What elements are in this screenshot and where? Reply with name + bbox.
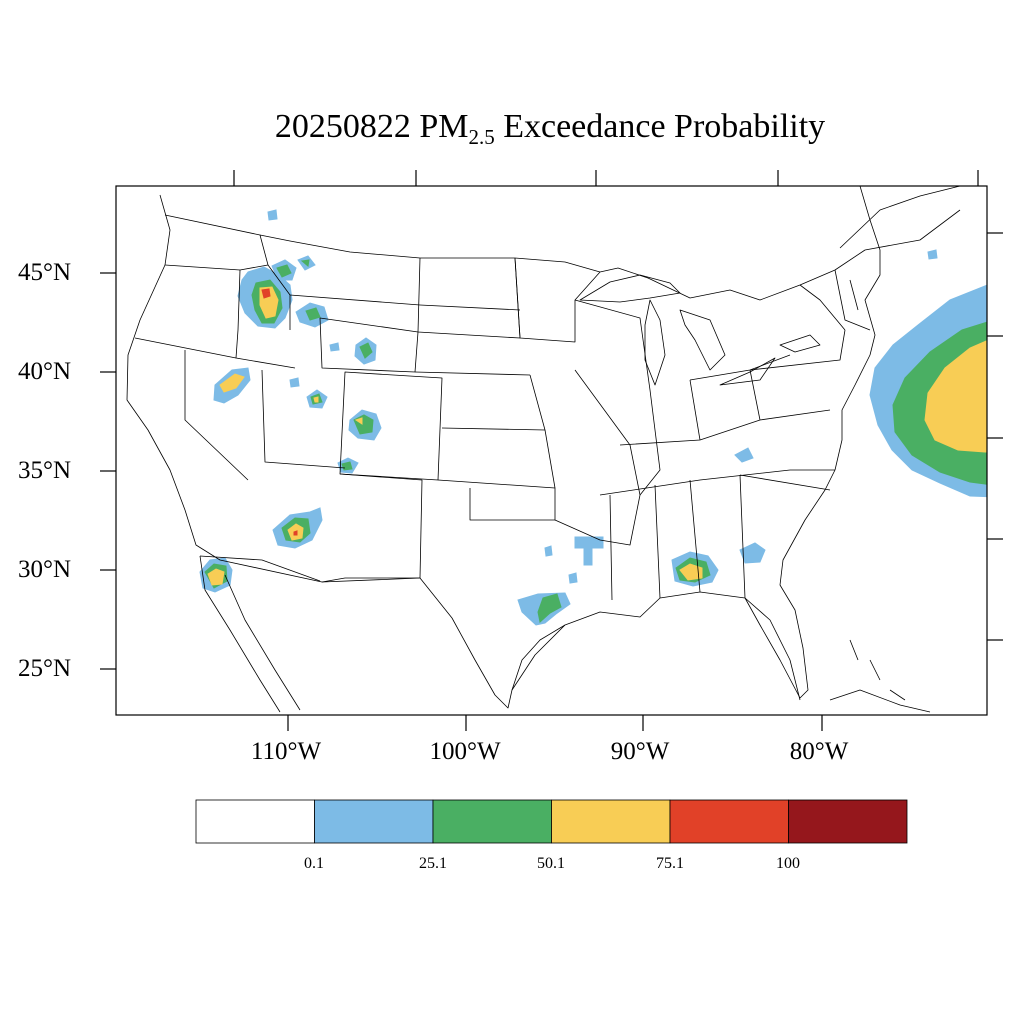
map-frame	[115, 185, 988, 716]
georgia-blue	[739, 542, 766, 564]
colorbar-tick-label-4: 75.1	[656, 855, 684, 872]
wyoming-dot	[329, 342, 340, 352]
colorbar-swatch-4	[669, 799, 789, 844]
colorbar-swatch-3	[551, 799, 671, 844]
pa-ny	[749, 284, 846, 371]
lake-huron	[679, 309, 726, 371]
colorbar-swatch-2	[432, 799, 552, 844]
probability-fields	[199, 209, 987, 626]
nevada-yellow	[219, 373, 245, 393]
la-dot-a	[544, 545, 553, 557]
dot-blue	[267, 209, 278, 221]
colorbar-swatch-0	[195, 799, 315, 844]
ne-ks-ok	[414, 371, 556, 521]
st-lawrence	[839, 186, 961, 249]
lat-label-35n: 35°N	[18, 457, 72, 484]
wa-or	[164, 264, 241, 271]
nyc-dot	[927, 249, 938, 260]
colorbar	[195, 799, 908, 844]
wi-il	[574, 299, 661, 496]
colorado-yellow	[354, 417, 363, 425]
id-lines	[235, 234, 296, 369]
mt-wy	[289, 294, 421, 306]
colorbar-tick-label-2: 25.1	[419, 855, 447, 872]
louisiana-blue	[574, 536, 604, 566]
utah-yellow	[313, 396, 319, 403]
nm-box	[321, 473, 423, 583]
baja	[199, 555, 301, 713]
texas-green	[537, 593, 562, 623]
cuba	[829, 689, 931, 713]
dakotas	[417, 257, 521, 339]
tn-ky	[599, 419, 791, 496]
florida	[744, 597, 801, 701]
va-nc	[739, 409, 835, 491]
mo-ar	[529, 369, 641, 546]
colorbar-tick-label-5: 100	[776, 855, 800, 872]
mn-ia	[514, 257, 601, 343]
or-ca	[134, 337, 237, 359]
arizona-red	[293, 530, 298, 536]
lake-superior	[579, 274, 681, 303]
plume-yellow	[924, 340, 987, 453]
la-dot-b	[568, 572, 578, 584]
wyoming-green	[359, 342, 373, 359]
bahamas	[849, 639, 906, 701]
oh-in	[689, 354, 791, 441]
lake-ontario	[779, 334, 821, 353]
lon-label-110w: 110°W	[250, 738, 322, 765]
colorbar-swatch-1	[314, 799, 434, 844]
montana-a-green	[276, 264, 292, 278]
lat-label-25n: 25°N	[18, 655, 72, 682]
colorbar-swatch-5	[788, 799, 908, 844]
us-outline	[126, 186, 881, 709]
alabama-yellow	[679, 563, 703, 581]
idaho-red	[261, 288, 271, 299]
socal-yellow	[207, 568, 225, 586]
lat-label-30n: 30°N	[18, 556, 72, 583]
page-title: 20250822 PM2.5 Exceedance Probability	[274, 108, 826, 149]
montana-c-green	[305, 307, 321, 321]
utah-dot	[289, 377, 300, 388]
new-england	[834, 269, 871, 331]
lake-michigan	[644, 299, 666, 386]
nm-green	[341, 461, 353, 471]
colorbar-tick-label-3: 50.1	[537, 855, 565, 872]
mexico-border	[199, 555, 321, 582]
montana-b-green	[300, 259, 310, 267]
lon-label-80w: 80°W	[789, 738, 849, 765]
texas-coast	[511, 624, 566, 691]
ut-az	[261, 369, 346, 469]
canada-border	[164, 209, 961, 301]
lat-label-45n: 45°N	[18, 259, 72, 286]
kentucky-blue	[734, 447, 754, 463]
lake-erie	[719, 357, 776, 386]
ms-al-ga	[609, 474, 746, 601]
nv-ca	[184, 350, 249, 481]
colorbar-tick-label-1: 0.1	[304, 855, 324, 872]
lon-label-100w: 100°W	[429, 738, 501, 765]
lat-label-40n: 40°N	[18, 358, 72, 385]
state-boundaries	[126, 186, 961, 713]
lon-label-90w: 90°W	[610, 738, 670, 765]
axis-ticks	[100, 170, 1003, 731]
